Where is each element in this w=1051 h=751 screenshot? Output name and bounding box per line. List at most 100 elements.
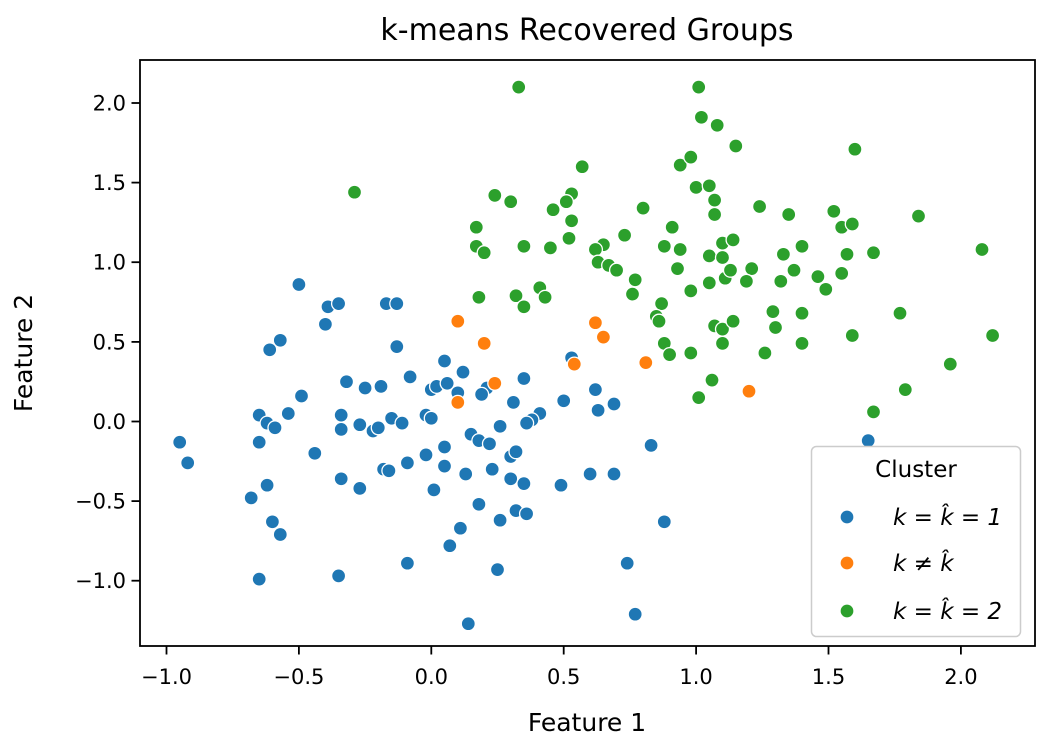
scatter-point	[251, 434, 267, 450]
scatter-point	[847, 141, 863, 157]
scatter-point	[653, 295, 670, 312]
scatter-point	[683, 149, 699, 165]
scatter-point	[307, 445, 323, 461]
scatter-point	[436, 439, 453, 455]
scatter-point	[389, 338, 405, 355]
scatter-point	[553, 477, 569, 493]
scatter-point	[892, 305, 908, 321]
scatter-point	[595, 329, 612, 345]
scatter-point	[818, 281, 834, 297]
scatter-point	[481, 436, 498, 452]
scatter-point	[333, 471, 349, 487]
y-tick-label: 0.5	[93, 330, 126, 354]
scatter-point	[566, 356, 582, 372]
scatter-point	[280, 405, 296, 422]
scatter-point	[616, 227, 633, 243]
scatter-point	[643, 437, 659, 454]
scatter-point	[757, 345, 773, 361]
scatter-point	[402, 369, 418, 385]
scatter-point	[765, 303, 781, 320]
scatter-point	[561, 230, 577, 246]
scatter-point	[619, 555, 635, 571]
scatter-point	[664, 219, 680, 235]
scatter-point	[450, 313, 466, 329]
scatter-point	[172, 434, 188, 450]
scatter-point	[627, 606, 643, 622]
scatter-point	[608, 262, 625, 278]
scatter-point	[706, 192, 723, 208]
scatter-point	[293, 388, 310, 404]
scatter-point	[786, 262, 802, 278]
scatter-point	[794, 238, 810, 254]
scatter-point	[691, 79, 707, 95]
scatter-point	[352, 480, 368, 497]
scatter-point	[701, 248, 717, 264]
scatter-point	[516, 475, 532, 492]
scatter-point	[574, 159, 590, 175]
scatter-point	[452, 520, 469, 536]
scatter-point	[844, 216, 860, 232]
scatter-point	[399, 555, 416, 571]
scatter-point	[492, 418, 508, 434]
scatter-point	[738, 273, 755, 289]
scatter-point	[683, 283, 699, 299]
scatter-point	[701, 275, 717, 291]
legend-marker	[839, 509, 855, 525]
scatter-point	[442, 538, 458, 554]
scatter-point	[418, 447, 434, 463]
scatter-point	[272, 332, 288, 348]
scatter-point	[974, 241, 990, 258]
scatter-point	[542, 240, 559, 256]
scatter-point	[436, 458, 453, 474]
scatter-point	[471, 289, 487, 305]
legend-label: k ≠ k̂	[893, 550, 955, 577]
scatter-point	[460, 616, 476, 632]
scatter-point	[545, 202, 561, 218]
scatter-point	[330, 295, 347, 312]
x-tick-label: −1.0	[141, 665, 192, 689]
scatter-point	[834, 265, 850, 282]
scatter-point	[330, 568, 347, 584]
scatter-point	[381, 463, 397, 479]
scatter-point	[839, 246, 855, 262]
scatter-point	[518, 506, 535, 522]
x-tick-label: 0.5	[547, 665, 580, 689]
scatter-point	[672, 241, 688, 258]
scatter-point	[333, 421, 349, 438]
scatter-point	[267, 420, 283, 436]
scatter-point	[767, 319, 784, 336]
scatter-point	[794, 335, 810, 352]
y-tick-label: −1.0	[75, 569, 126, 593]
scatter-point	[725, 232, 741, 248]
scatter-point	[590, 402, 606, 418]
scatter-point	[439, 375, 455, 391]
scatter-point	[563, 213, 580, 229]
scatter-point	[725, 313, 741, 329]
scatter-point	[333, 407, 349, 423]
legend: Cluster k = k̂ = 1 k ≠ k̂ k = k̂ = 2	[810, 445, 1022, 638]
x-tick-label: 1.0	[679, 665, 712, 689]
scatter-point	[537, 289, 553, 305]
scatter-point	[661, 346, 678, 363]
scatter-point	[775, 246, 792, 262]
scatter-point	[518, 415, 535, 431]
scatter-point	[683, 345, 699, 361]
scatter-point	[243, 490, 259, 506]
scatter-point	[492, 512, 508, 528]
scatter-point	[794, 305, 810, 321]
scatter-point	[651, 313, 667, 329]
scatter-point	[394, 415, 410, 431]
scatter-point	[487, 187, 503, 204]
y-tick-label: 2.0	[93, 92, 126, 116]
scatter-point	[669, 260, 686, 277]
scatter-point	[516, 299, 532, 315]
scatter-point	[291, 276, 307, 293]
scatter-point	[587, 241, 604, 258]
x-tick-label: 0.0	[415, 665, 448, 689]
scatter-point	[865, 404, 882, 420]
scatter-point	[638, 354, 654, 371]
scatter-point	[558, 194, 574, 210]
scatter-point	[251, 571, 267, 587]
scatter-point	[180, 455, 196, 471]
